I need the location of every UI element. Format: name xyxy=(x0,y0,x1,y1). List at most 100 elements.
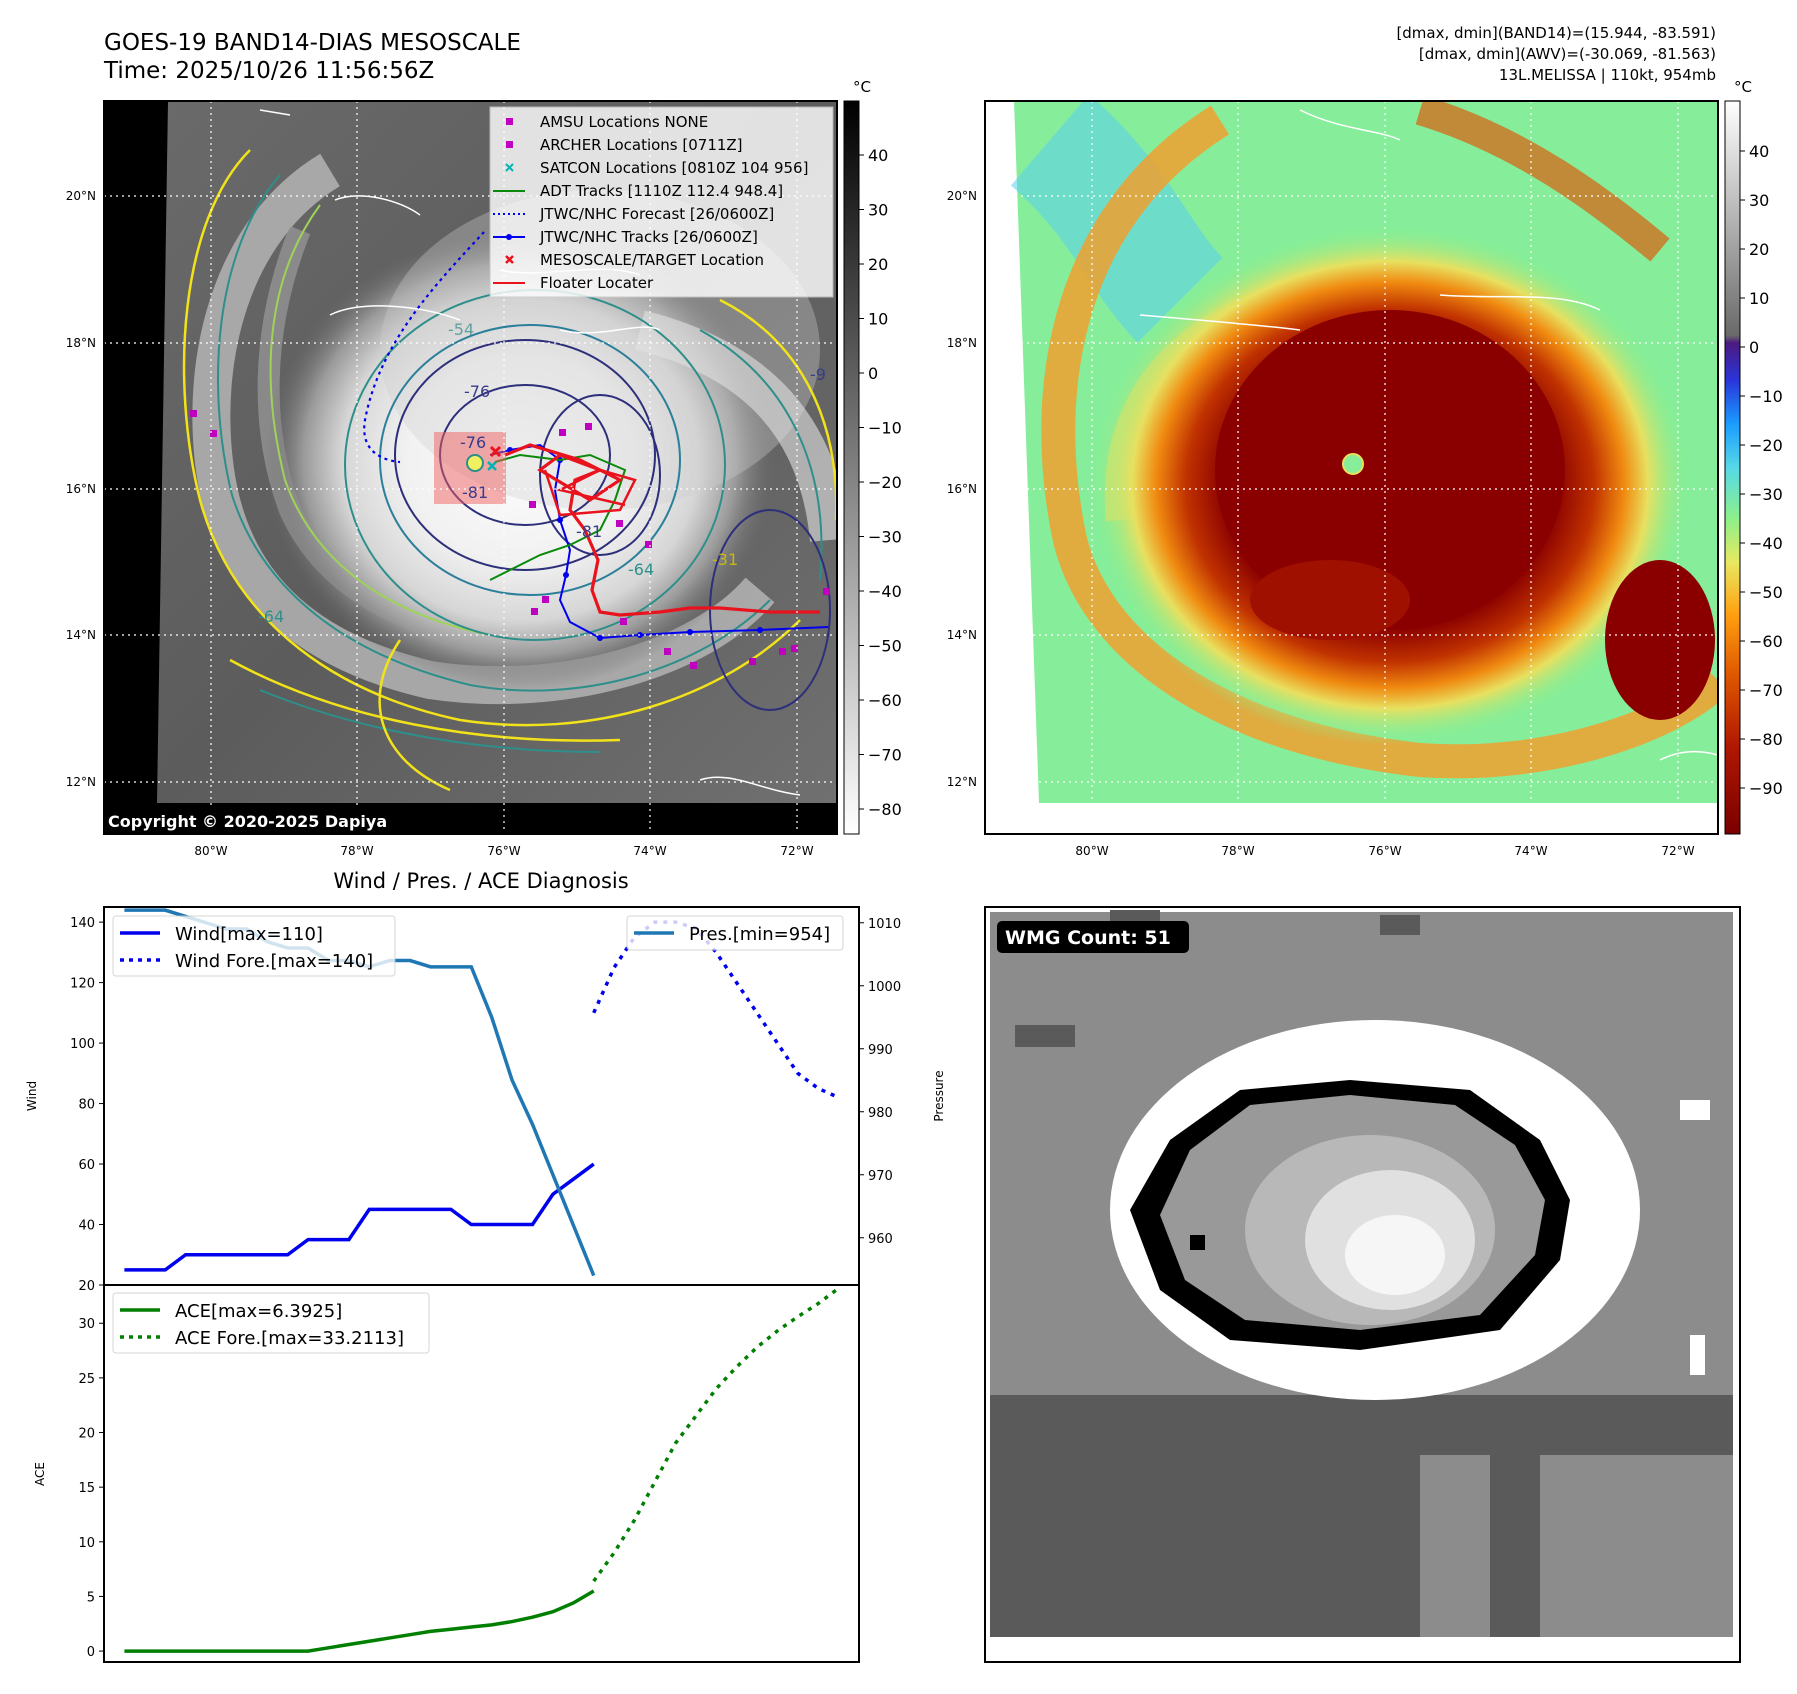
ir-colorbar-tick-label: −70 xyxy=(868,746,902,765)
pressure-ytick-label: 980 xyxy=(868,1106,893,1121)
ir-panel: -54 -76 -76 -81 -81 -64 -64 -31 -9 xyxy=(103,100,838,835)
wind-ytick-label: 140 xyxy=(70,916,95,931)
wind-ytick-label: 120 xyxy=(70,977,95,992)
wmg-count: WMG Count: 51 xyxy=(1005,927,1171,949)
legend-symbol-tracks-dot xyxy=(506,234,512,240)
awv-colorbar-tick-label: 10 xyxy=(1749,289,1769,308)
awv-lon-label: 80°W xyxy=(1075,844,1108,858)
legend-symbol-target xyxy=(505,255,514,264)
ir-contour-labels: -54 -76 -76 -81 -81 -64 -64 -31 -9 xyxy=(258,320,826,626)
info-awv: [dmax, dmin](AWV)=(-30.069, -81.563) xyxy=(1419,45,1716,63)
contour-label: -31 xyxy=(712,550,738,569)
series-line-ace xyxy=(124,1589,595,1653)
contour-label: -9 xyxy=(810,365,826,384)
wind-ytick-label: 80 xyxy=(78,1098,95,1113)
series-line-ace-forecast xyxy=(592,1286,840,1583)
awv-colorbar-tick-label: −30 xyxy=(1749,485,1783,504)
legend-label-forecast: JTWC/NHC Forecast [26/0600Z] xyxy=(539,205,774,223)
awv-gridlines xyxy=(985,101,1718,834)
contour-label: -64 xyxy=(628,560,654,579)
awv-image xyxy=(985,101,1718,834)
awv-lat-label: 20°N xyxy=(947,189,977,203)
awv-colorbar-tick-label: −90 xyxy=(1749,779,1783,798)
contour-label: -76 xyxy=(464,382,490,401)
awv-colorbar-tick-label: −40 xyxy=(1749,534,1783,553)
ir-colorbar-tick-label: −80 xyxy=(868,800,902,819)
wind-ytick-label: 20 xyxy=(78,1279,95,1294)
awv-lon-label: 74°W xyxy=(1514,844,1547,858)
wind-ylabel: Wind xyxy=(25,1081,39,1111)
ir-lon-label: 78°W xyxy=(340,844,373,858)
ir-colorbar-tick-label: 10 xyxy=(868,310,888,329)
awv-colorbar-tick-label: 0 xyxy=(1749,338,1759,357)
legend-label-target: MESOSCALE/TARGET Location xyxy=(540,251,764,269)
legend-wind-fore-label: Wind Fore.[max=140] xyxy=(175,951,373,972)
legend-symbol-archer xyxy=(506,141,513,148)
ace-legend: ACE[max=6.3925] ACE Fore.[max=33.2113] xyxy=(112,1292,430,1354)
awv-colorbar-tick-label: 30 xyxy=(1749,191,1769,210)
map-ticks: 20°N 20°N 18°N 18°N 16°N 16°N 14°N 14°N 12°N 12°N… xyxy=(66,189,1695,858)
legend-label-floater: Floater Locater xyxy=(540,274,654,292)
legend-ace-fore-label: ACE Fore.[max=33.2113] xyxy=(175,1328,404,1349)
awv-colorbar-tick-label: 20 xyxy=(1749,240,1769,259)
legend-pressure-label: Pres.[min=954] xyxy=(689,924,830,945)
ace-chart: 0 5 10 15 20 25 30 ACE ACE[max=6.3925] ACE For… xyxy=(33,1284,860,1663)
contour-label: -81 xyxy=(576,522,602,541)
legend-label-archer: ARCHER Locations [0711Z] xyxy=(540,136,743,154)
awv-lat-label: 18°N xyxy=(947,336,977,350)
ace-ytick-label: 20 xyxy=(78,1427,95,1442)
pressure-ylabel: Pressure xyxy=(932,1070,946,1121)
contour-label: -64 xyxy=(258,607,284,626)
awv-colorbar: °C 40 30 20 10 0 −10 −20 −30 −40 −50 −60 −70 −80 −90 xyxy=(1724,78,1783,835)
pressure-ytick-label: 970 xyxy=(868,1169,893,1184)
legend-symbol-amsu xyxy=(506,118,513,125)
ir-lat-label: 12°N xyxy=(66,775,96,789)
awv-colorbar-tick-label: −80 xyxy=(1749,730,1783,749)
figure-time: Time: 2025/10/26 11:56:56Z xyxy=(103,58,434,84)
awv-lon-label: 76°W xyxy=(1368,844,1401,858)
diagnosis-title: Wind / Pres. / ACE Diagnosis xyxy=(333,869,628,893)
ace-ytick-label: 30 xyxy=(78,1317,95,1332)
ir-colorbar-unit: °C xyxy=(853,78,871,96)
ir-lat-label: 18°N xyxy=(66,336,96,350)
info-band14: [dmax, dmin](BAND14)=(15.944, -83.591) xyxy=(1396,24,1716,42)
series-line-wind xyxy=(124,1162,595,1272)
wind-ytick-label: 60 xyxy=(78,1158,95,1173)
awv-colorbar-tick-label: −20 xyxy=(1749,436,1783,455)
contour-label: -54 xyxy=(448,320,474,339)
copyright: Copyright © 2020-2025 Dapiya xyxy=(108,812,387,831)
wind-legend: Wind[max=110] Wind Fore.[max=140] xyxy=(112,915,396,977)
ace-ytick-label: 25 xyxy=(78,1372,95,1387)
awv-colorbar-tick-label: −50 xyxy=(1749,583,1783,602)
legend-wind-label: Wind[max=110] xyxy=(175,924,323,945)
ir-image: -54 -76 -76 -81 -81 -64 -64 -31 -9 xyxy=(104,101,837,834)
ir-colorbar-tick-label: −50 xyxy=(868,637,902,656)
wind-chart: 20 40 60 80 100 120 140 960 970 980 990 1000 1010 Wi… xyxy=(25,906,946,1294)
pressure-ytick-label: 1000 xyxy=(868,980,901,995)
ir-lat-label: 14°N xyxy=(66,628,96,642)
ir-colorbar-tick-label: −20 xyxy=(868,473,902,492)
ace-ytick-label: 0 xyxy=(87,1645,95,1660)
wmg-panel: WMG Count: 51 xyxy=(984,906,1741,1663)
contour-label: -81 xyxy=(462,483,488,502)
wmg-image xyxy=(990,910,1733,1637)
awv-panel xyxy=(984,100,1719,835)
info-storm: 13L.MELISSA | 110kt, 954mb xyxy=(1499,66,1716,84)
ir-legend: AMSU Locations NONE ARCHER Locations [07… xyxy=(489,106,834,298)
wind-ytick-label: 40 xyxy=(78,1219,95,1234)
awv-lat-label: 14°N xyxy=(947,628,977,642)
series-line-wind-forecast xyxy=(592,920,840,1100)
ir-gridlines xyxy=(104,101,837,834)
awv-colorbar-tick-label: 40 xyxy=(1749,142,1769,161)
ir-lon-label: 76°W xyxy=(487,844,520,858)
pressure-ytick-label: 1010 xyxy=(868,917,901,932)
ir-colorbar: °C 40 30 20 10 0 −10 −20 −30 −40 −50 −60 −70 −80 xyxy=(843,78,902,835)
legend-ace-label: ACE[max=6.3925] xyxy=(175,1301,342,1322)
ir-colorbar-tick-label: −60 xyxy=(868,691,902,710)
pressure-legend: Pres.[min=954] xyxy=(626,915,844,951)
ir-lat-label: 16°N xyxy=(66,482,96,496)
ir-lat-label: 20°N xyxy=(66,189,96,203)
figure-title: GOES-19 BAND14-DIAS MESOSCALE xyxy=(104,30,521,56)
awv-colorbar-unit: °C xyxy=(1734,78,1752,96)
